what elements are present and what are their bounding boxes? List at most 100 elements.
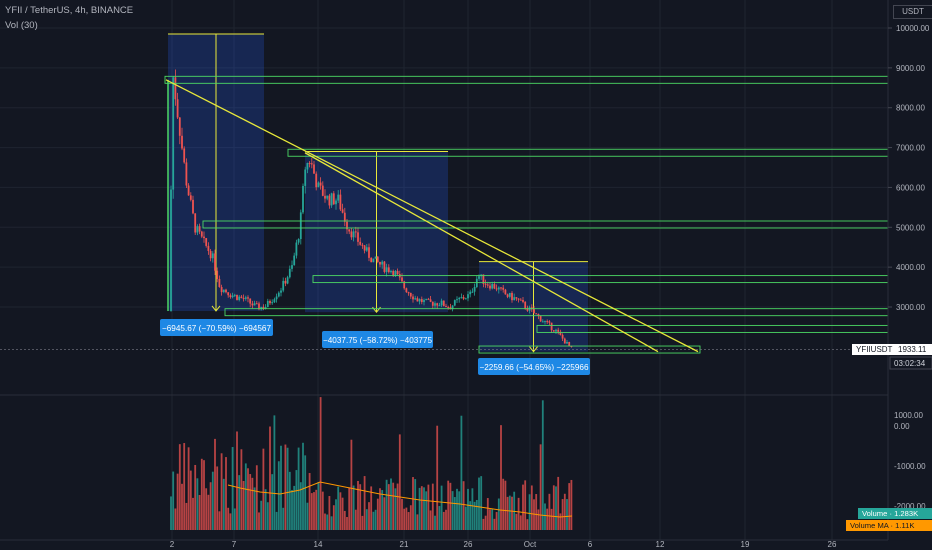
price-tick-label: 9000.00 <box>896 64 925 73</box>
candle-body <box>183 148 186 163</box>
candle-body <box>291 265 293 269</box>
volume-bar <box>211 471 214 530</box>
volume-bar <box>216 466 219 530</box>
volume-bar <box>427 484 430 530</box>
volume-bar <box>440 485 443 530</box>
candle-body <box>231 295 234 298</box>
candle-body <box>313 164 315 174</box>
candle-body <box>535 313 538 315</box>
volume-bar <box>308 473 311 530</box>
candle-body <box>440 300 443 306</box>
volume-bar <box>346 516 348 530</box>
time-axis[interactable]: 2 7 14 21 26 Oct 6 12 19 26 <box>0 539 888 549</box>
candle-body <box>493 284 496 289</box>
volume-bar <box>475 499 478 530</box>
candle-body <box>484 283 487 285</box>
volume-bar <box>218 511 221 530</box>
volume-bar <box>183 443 186 530</box>
volume-bar <box>247 468 249 530</box>
candle-body <box>295 242 298 256</box>
candle-body <box>282 280 285 291</box>
candle-body <box>445 306 447 308</box>
candle-body <box>262 306 265 309</box>
volume-bar <box>550 508 553 530</box>
candle-body <box>229 295 232 298</box>
volume-bar <box>240 449 243 530</box>
candle-body <box>269 300 271 304</box>
axis-unit[interactable]: USDT <box>893 5 932 19</box>
volume-bar <box>299 482 302 530</box>
time-tick-label: 21 <box>400 540 409 549</box>
volume-bar <box>214 438 216 530</box>
volume-bar <box>456 488 458 530</box>
volume-bar <box>548 493 551 530</box>
candle-body <box>482 274 485 284</box>
downtrend-line-minor <box>304 152 659 353</box>
volume-bar <box>412 477 414 530</box>
volume-bar <box>271 474 274 530</box>
volume-bar <box>438 506 441 530</box>
volume-bar <box>511 496 513 530</box>
candle-body <box>438 305 441 307</box>
volume-bar <box>394 488 397 530</box>
volume-bar <box>480 476 483 530</box>
volume-bar <box>453 497 456 530</box>
candle-body <box>319 182 322 186</box>
candle-body <box>244 297 247 299</box>
volume-bar <box>310 493 313 530</box>
candle-body <box>273 299 276 303</box>
volume-bar <box>515 513 518 530</box>
price-axis[interactable]: 10000.00 9000.00 8000.00 7000.00 6000.00 5000… <box>846 0 932 550</box>
measure-label-bg <box>160 319 273 336</box>
candle-body <box>361 244 364 246</box>
candle-body <box>502 287 505 290</box>
measure-arrowhead <box>529 346 538 353</box>
candle-body <box>539 315 542 322</box>
candle-body <box>559 331 562 335</box>
candle-body <box>416 298 419 302</box>
volume-bar <box>231 447 234 530</box>
candle-body <box>519 299 522 301</box>
volume-bar <box>324 513 326 530</box>
volume-bar <box>363 476 366 530</box>
candle-body <box>207 245 210 251</box>
volume-bar <box>568 483 571 530</box>
price-tick-label: 4000.00 <box>896 263 925 272</box>
volume-bar <box>513 491 516 530</box>
volume-bar <box>522 484 524 530</box>
volume-bar <box>493 518 496 530</box>
volume-bar <box>291 489 293 530</box>
volume-indicator-label[interactable]: Vol (30) <box>5 20 38 31</box>
volume-bar <box>251 477 254 530</box>
volume-bar <box>460 415 463 530</box>
candle-body <box>566 341 568 344</box>
volume-bar <box>517 497 520 530</box>
volume-bar <box>319 397 322 530</box>
candle-body <box>337 194 340 201</box>
candle-body <box>497 287 500 290</box>
candle-body <box>524 301 527 309</box>
volume-bar <box>381 490 384 530</box>
volume-bar <box>227 507 230 530</box>
volume-bar <box>407 512 410 530</box>
candle-body <box>352 231 355 238</box>
volume-bar <box>491 508 494 530</box>
candle-body <box>324 195 326 199</box>
volume-bar <box>198 494 201 530</box>
volume-bar <box>189 470 192 530</box>
candle-body <box>495 288 498 290</box>
candle-body <box>255 303 258 305</box>
candle-body <box>365 247 368 251</box>
candle-body <box>284 280 287 284</box>
candle-body <box>515 297 518 299</box>
volume-bar <box>379 488 381 530</box>
candle-body <box>181 135 183 149</box>
volume-bar <box>354 509 357 530</box>
candle-body <box>390 270 392 273</box>
candle-body <box>308 163 311 165</box>
candle-body <box>456 299 458 301</box>
volume-bar <box>328 496 331 530</box>
volume-bar <box>341 497 344 530</box>
price-tick-label: 5000.00 <box>896 223 925 232</box>
